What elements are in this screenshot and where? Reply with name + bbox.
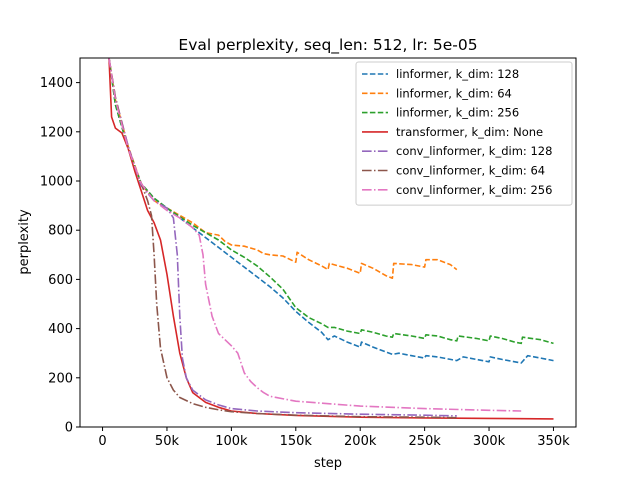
y-tick-label: 0: [65, 421, 73, 436]
plot-frame: [79, 57, 577, 428]
legend-label: linformer, k_dim: 64: [396, 86, 512, 100]
x-tick-label: 150k: [280, 434, 313, 449]
series-line-5: [108, 58, 457, 419]
y-tick-label: 800: [48, 224, 73, 239]
legend-label: conv_linformer, k_dim: 128: [396, 144, 552, 158]
y-tick-label: 1000: [40, 175, 73, 190]
x-tick-label: 100k: [215, 434, 248, 449]
legend-label: conv_linformer, k_dim: 256: [396, 183, 552, 197]
x-tick-label: 50k: [155, 434, 180, 449]
x-axis-label: step: [314, 456, 342, 471]
y-tick-label: 200: [48, 371, 73, 386]
x-tick-label: 0: [98, 434, 106, 449]
series-line-6: [108, 58, 522, 412]
legend-label: transformer, k_dim: None: [396, 125, 543, 139]
y-tick-label: 600: [48, 273, 73, 288]
x-tick-label: 250k: [408, 434, 441, 449]
x-tick-label: 350k: [537, 434, 570, 449]
chart-title: Eval perplexity, seq_len: 512, lr: 5e-05: [178, 36, 477, 55]
legend-label: linformer, k_dim: 256: [396, 106, 519, 120]
y-axis-label: perplexity: [17, 209, 32, 275]
y-tick-label: 400: [48, 322, 73, 337]
y-tick-label: 1200: [40, 125, 73, 140]
legend-label: linformer, k_dim: 128: [396, 67, 519, 81]
series-line-1: [108, 58, 458, 280]
x-axis: 0 50k 100k 150k 200k 250k 300k 350k: [98, 427, 570, 449]
x-tick-label: 200k: [344, 434, 377, 449]
x-tick-label: 300k: [473, 434, 506, 449]
legend: linformer, k_dim: 128 linformer, k_dim: 6…: [355, 61, 573, 206]
y-axis: 0 200 400 600 800 1000 1200 1400: [40, 76, 80, 436]
legend-label: conv_linformer, k_dim: 64: [396, 164, 545, 178]
legend-box: [355, 61, 573, 206]
series-layer: [108, 58, 554, 420]
y-tick-label: 1400: [40, 76, 73, 91]
